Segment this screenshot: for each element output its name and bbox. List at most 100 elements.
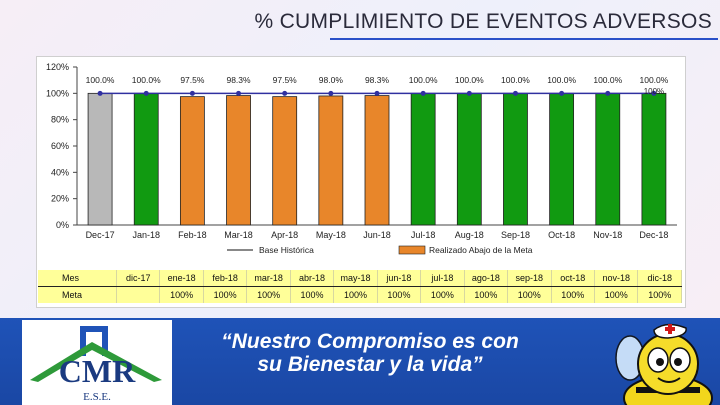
table-row: Meta 100% 100% 100% 100% 100% 100% 100% 100% 100%…	[38, 286, 682, 303]
data-label: 98.3%	[226, 75, 251, 85]
data-label-extra: 100%	[644, 87, 664, 96]
x-tick-label: Jul-18	[411, 230, 436, 240]
slogan-line-2: su Bienestar y la vida”	[257, 353, 483, 376]
data-label: 98.3%	[365, 75, 390, 85]
table-cell: 100%	[464, 286, 509, 303]
bar-nov-18	[595, 92, 621, 226]
x-tick-label: Dec-17	[86, 230, 115, 240]
table-cell	[116, 286, 161, 303]
data-label: 100.0%	[409, 75, 438, 85]
y-tick-label: 20%	[51, 194, 69, 204]
data-label: 97.5%	[180, 75, 205, 85]
logo-text: CMR	[59, 353, 136, 389]
meta-point	[420, 90, 426, 96]
table-cell: 100%	[507, 286, 552, 303]
table-cell: 100%	[333, 286, 378, 303]
x-tick-label: Jun-18	[363, 230, 391, 240]
x-tick-label: Nov-18	[593, 230, 622, 240]
x-tick-label: Oct-18	[548, 230, 575, 240]
x-tick-label: Feb-18	[178, 230, 207, 240]
table-cell: oct-18	[551, 270, 595, 287]
meta-point	[466, 90, 472, 96]
bar-feb-18	[179, 96, 205, 226]
table-cell: 100%	[551, 286, 595, 303]
table-cell: abr-18	[290, 270, 335, 287]
table-cell: jun-18	[377, 270, 422, 287]
y-tick-label: 60%	[51, 141, 69, 151]
meta-point	[605, 90, 611, 96]
y-tick-label: 40%	[51, 167, 69, 177]
table-cell: 100%	[159, 286, 204, 303]
logo-subtext: E.S.E.	[83, 391, 111, 403]
bar-jun-18	[364, 95, 390, 226]
table-cell: mar-18	[246, 270, 291, 287]
data-label: 100.0%	[86, 75, 115, 85]
meta-table: Mes dic-17 ene-18 feb-18 mar-18 abr-18 may-18 j…	[38, 270, 682, 303]
bar-jul-18	[410, 92, 436, 226]
meta-point	[559, 90, 565, 96]
table-cell: 100%	[203, 286, 248, 303]
x-tick-label: Aug-18	[455, 230, 484, 240]
bar-oct-18	[549, 92, 575, 226]
bee-mascot-icon	[615, 323, 713, 405]
meta-point	[282, 90, 288, 96]
table-cell: feb-18	[203, 270, 248, 287]
meta-point	[236, 90, 242, 96]
bar-chart: 0% 20% 40% 60% 80% 100% 120% 100.0% 100.0% 97.5% 9…	[46, 62, 677, 255]
title-underline	[330, 38, 718, 40]
y-tick-label: 0%	[56, 220, 69, 230]
data-label: 100.0%	[593, 75, 622, 85]
x-tick-label: Apr-18	[271, 230, 298, 240]
data-label: 100.0%	[547, 75, 576, 85]
meta-point	[512, 90, 518, 96]
x-tick-label: Mar-18	[224, 230, 253, 240]
bar-jan-18	[133, 92, 159, 226]
bar-aug-18	[456, 92, 482, 226]
y-tick-label: 80%	[51, 115, 69, 125]
chart-frame: 0% 20% 40% 60% 80% 100% 120% 100.0% 100.0% 97.5% 9…	[36, 56, 686, 308]
table-cell: nov-18	[594, 270, 639, 287]
legend-label-base: Base Histórica	[259, 245, 314, 255]
meta-point	[143, 90, 149, 96]
slogan-line-1: “Nuestro Compromiso es con	[221, 330, 519, 353]
legend-label-below: Realizado Abajo de la Meta	[429, 245, 533, 255]
slide-title: % CUMPLIMIENTO DE EVENTOS ADVERSOS	[254, 10, 712, 33]
cmr-logo: CMR E.S.E.	[22, 320, 172, 405]
x-tick-label: Dec-18	[639, 230, 668, 240]
table-row: Mes dic-17 ene-18 feb-18 mar-18 abr-18 may-18 j…	[38, 270, 682, 287]
x-tick-label: Jan-18	[132, 230, 160, 240]
data-label: 97.5%	[273, 75, 298, 85]
bar-apr-18	[272, 96, 298, 226]
bar-sep-18	[503, 92, 528, 226]
bar-mar-18	[226, 95, 251, 226]
table-cell: 100%	[377, 286, 422, 303]
table-cell: jul-18	[420, 270, 465, 287]
x-tick-label: Sep-18	[501, 230, 530, 240]
bar-dec-17	[87, 92, 113, 226]
table-cell: 100%	[420, 286, 465, 303]
table-row-label: Mes	[38, 270, 117, 287]
meta-point	[97, 90, 103, 96]
meta-point	[328, 90, 334, 96]
table-cell: 100%	[637, 286, 682, 303]
meta-point	[651, 90, 657, 96]
table-cell: dic-18	[637, 270, 682, 287]
table-cell: 100%	[246, 286, 291, 303]
slogan: “Nuestro Compromiso es con su Bienestar …	[190, 330, 550, 376]
table-cell: may-18	[333, 270, 378, 287]
meta-point	[374, 90, 380, 96]
legend-bar-swatch	[398, 245, 426, 255]
y-tick-label: 120%	[46, 62, 69, 72]
data-label: 98.0%	[319, 75, 344, 85]
table-cell: 100%	[290, 286, 335, 303]
y-tick-label: 100%	[46, 88, 69, 98]
data-label: 100.0%	[640, 75, 669, 85]
data-label: 100.0%	[455, 75, 484, 85]
table-cell: ago-18	[464, 270, 509, 287]
table-cell: 100%	[594, 286, 639, 303]
bar-may-18	[318, 95, 344, 226]
meta-point	[189, 90, 195, 96]
data-label: 100.0%	[501, 75, 530, 85]
table-cell: sep-18	[507, 270, 552, 287]
table-row-label: Meta	[38, 286, 117, 303]
